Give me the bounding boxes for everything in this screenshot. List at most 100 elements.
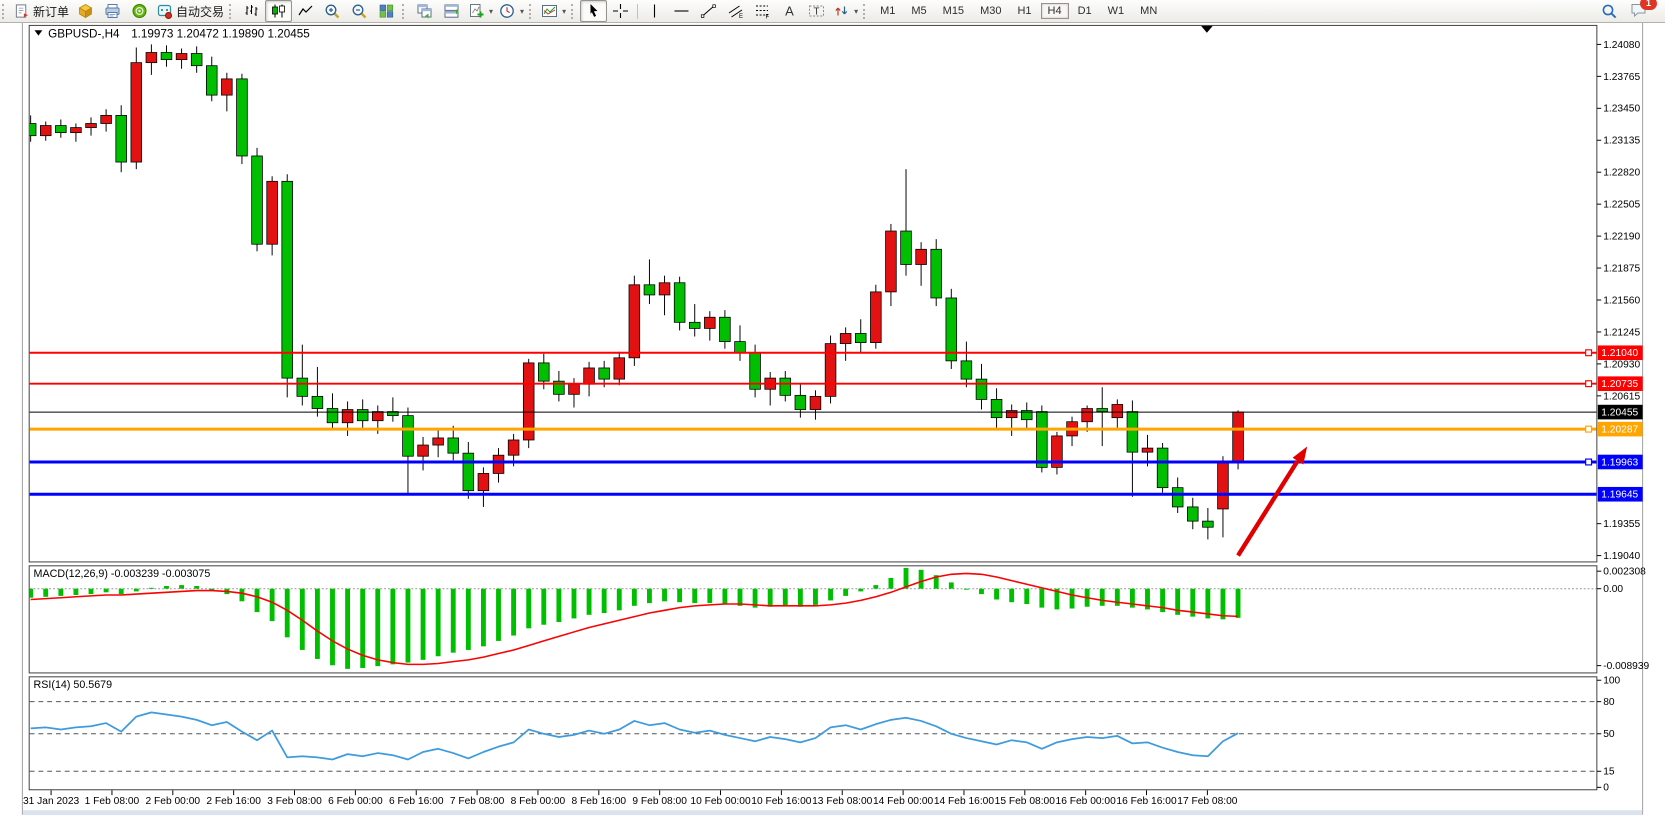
toolbar-grip[interactable] [863, 3, 869, 19]
template-icon [542, 5, 558, 17]
crosshair-button[interactable] [607, 0, 634, 22]
search-icon[interactable] [1601, 3, 1618, 20]
time-axis-label: 6 Feb 00:00 [328, 796, 383, 807]
horizontal-line-tool[interactable] [668, 0, 695, 22]
price-badge-1.20287 [1597, 421, 1643, 437]
price-badge-1.19963 [1597, 454, 1643, 470]
styles-button[interactable] [72, 0, 99, 22]
time-axis-label: 16 Feb 00:00 [1056, 796, 1117, 807]
window-bottom-edge [22, 810, 1643, 816]
price-axis-label: 1.19040 [1603, 551, 1640, 562]
zoom-in-button[interactable] [319, 0, 346, 22]
time-axis-label: 13 Feb 08:00 [812, 796, 873, 807]
trend-arrow-head[interactable] [1292, 446, 1308, 465]
hline-handle-1.20735[interactable] [1585, 380, 1593, 388]
tf-m30[interactable]: M30 [980, 5, 1002, 17]
hline-handle-1.20287[interactable] [1585, 425, 1593, 433]
rsi-axis-label: 50 [1603, 729, 1615, 740]
price-axis-label: 1.23765 [1603, 72, 1640, 83]
price-badge-1.20735 [1597, 376, 1643, 391]
macd-signal-line [30, 572, 1239, 666]
notifications-button[interactable]: 1 [1630, 0, 1657, 21]
hline-handle-1.19963[interactable] [1585, 458, 1593, 466]
symbol-dropdown-icon[interactable] [34, 30, 43, 36]
time-axis-label: 15 Feb 08:00 [995, 796, 1056, 807]
hline-handle-1.21040[interactable] [1585, 349, 1593, 357]
time-axis-label: 31 Jan 2023 [23, 796, 80, 807]
toolbar-grip[interactable] [2, 3, 8, 19]
trendline-tool[interactable] [695, 0, 722, 22]
chart-title-symbol: GBPUSD-,H4 [48, 28, 120, 41]
periods-button[interactable] [496, 0, 527, 22]
toolbar-grip[interactable] [529, 3, 535, 19]
cursor-icon [590, 4, 598, 17]
line-chart-button[interactable] [292, 0, 319, 22]
price-badge-1.21040 [1597, 345, 1643, 361]
autotrading-label: 自动交易 [176, 4, 225, 19]
tf-d1[interactable]: D1 [1077, 5, 1092, 17]
toolbar-grip[interactable] [229, 3, 235, 19]
time-axis-label: 9 Feb 08:00 [632, 796, 687, 807]
fibonacci-tool[interactable]: F [749, 0, 776, 22]
new-order-icon [15, 4, 29, 19]
bar-chart-button[interactable] [238, 0, 265, 22]
cursor-button[interactable] [580, 0, 608, 22]
chart-window[interactable]: 1.21040 1.20735 1.20455 1.20287 1.19963 1.196… [0, 22, 1665, 837]
signals-button[interactable] [126, 0, 153, 22]
tf-mn[interactable]: MN [1140, 5, 1158, 17]
macd-axis-label: 0.00 [1603, 584, 1623, 595]
price-axis-label: 1.24080 [1603, 40, 1640, 51]
autotrading-icon [157, 4, 173, 19]
channel-tool[interactable]: E [722, 0, 749, 22]
text-tool[interactable]: A [776, 0, 803, 22]
chart-shift-marker[interactable] [1201, 25, 1213, 33]
template-button[interactable] [538, 0, 569, 22]
toolbar-grip[interactable] [402, 3, 408, 19]
price-badge-text: 1.20455 [1601, 407, 1638, 418]
tf-h1[interactable]: H1 [1017, 5, 1032, 17]
new-chart-button[interactable] [465, 0, 496, 22]
svg-text:E: E [739, 14, 743, 19]
arrange-windows-button[interactable] [438, 0, 465, 22]
macd-panel[interactable] [28, 565, 1598, 674]
candlestick-chart-button[interactable] [265, 0, 293, 22]
chart-title: GBPUSD-,H4 1.19973 1.20472 1.19890 1.2045… [48, 28, 310, 41]
rsi-axis-label: 15 [1603, 767, 1615, 778]
price-axis-label: 1.19355 [1603, 519, 1640, 530]
cascade-windows-button[interactable] [411, 0, 438, 22]
candlestick-chart-icon [272, 4, 285, 18]
price-badge-1.19645 [1597, 486, 1643, 502]
label-tool[interactable]: T [803, 0, 830, 22]
new-order-button[interactable]: 新订单 [11, 0, 72, 22]
tf-m1[interactable]: M1 [880, 5, 896, 17]
svg-text:F: F [766, 15, 770, 20]
tf-w1[interactable]: W1 [1107, 5, 1125, 17]
equidistant-channel-icon: E [728, 5, 743, 19]
tile-windows-icon [379, 4, 394, 18]
time-axis-label: 10 Feb 16:00 [751, 796, 812, 807]
zoom-in-icon [325, 4, 340, 19]
arrows-icon [835, 6, 848, 16]
rsi-axis-label: 100 [1603, 676, 1620, 687]
main-panel[interactable] [28, 24, 1598, 563]
autotrading-button[interactable]: 自动交易 [153, 0, 227, 22]
notification-badge: 1 [1640, 0, 1657, 10]
price-axis-label: 1.21560 [1603, 295, 1640, 306]
tile-windows-button[interactable] [373, 0, 400, 22]
price-axis-label: 1.21245 [1603, 327, 1640, 338]
tf-h4[interactable]: H4 [1040, 3, 1069, 19]
reports-icon [105, 4, 120, 18]
price-axis-label: 1.21875 [1603, 263, 1640, 274]
arrows-tool[interactable] [830, 0, 861, 22]
text-label-icon: T [809, 5, 825, 18]
tf-m15[interactable]: M15 [942, 5, 965, 17]
new-order-label: 新订单 [33, 4, 70, 19]
rsi-line [30, 711, 1239, 761]
reports-button[interactable] [99, 0, 126, 22]
tf-m5[interactable]: M5 [911, 5, 927, 17]
toolbar-grip[interactable] [571, 3, 577, 19]
vertical-line-tool[interactable] [641, 0, 668, 22]
zoom-out-button[interactable] [346, 0, 373, 22]
trend-arrow-shaft[interactable] [1236, 459, 1300, 557]
